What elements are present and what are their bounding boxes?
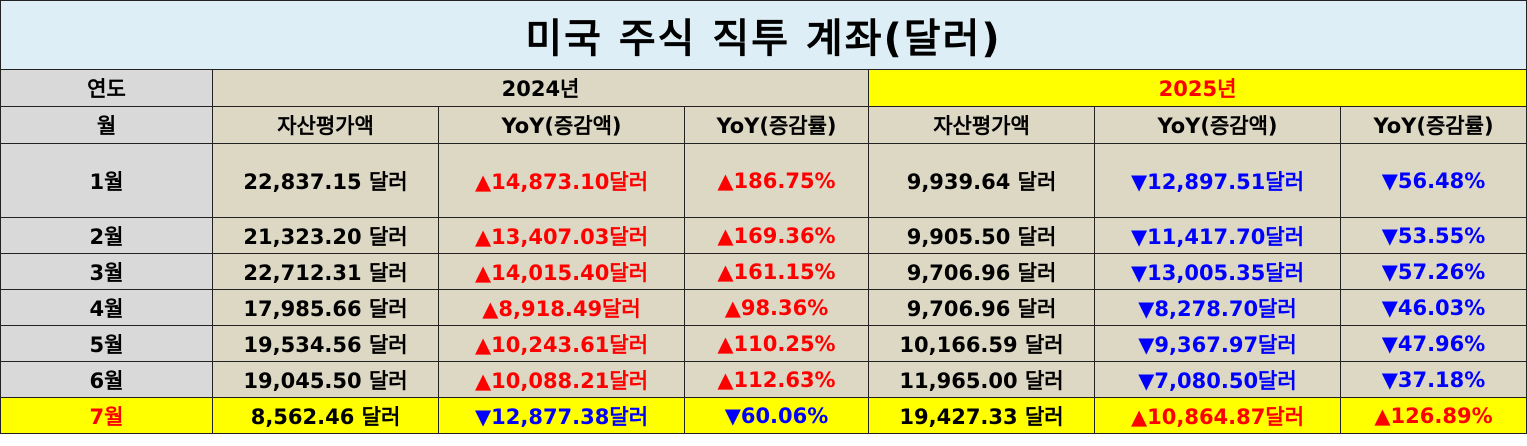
table-row: 5월 19,534.56 달러 ▲10,243.61달러 ▲110.25% 10…: [0, 325, 1527, 362]
asset-2025-cell: 9,905.50 달러: [868, 217, 1095, 254]
asset-2025-cell: 10,166.59 달러: [868, 325, 1095, 362]
yoy-amount-2025-cell: ▲10,864.87달러: [1094, 397, 1341, 434]
yoy-amount-2024-cell: ▲14,873.10달러: [438, 143, 685, 218]
month-cell: 2월: [0, 217, 213, 254]
year-2025-header: 2025년: [867, 69, 1527, 107]
yoy-rate-2025-cell: ▼56.48%: [1339, 143, 1527, 218]
asset-2024-cell: 17,985.66 달러: [212, 289, 439, 326]
asset-2025-cell: 9,706.96 달러: [868, 253, 1095, 290]
year-label: 연도: [0, 69, 213, 107]
yoy-amount-2024-cell: ▲13,407.03달러: [438, 217, 685, 254]
asset-2024-cell: 22,712.31 달러: [212, 253, 439, 290]
yoy-amount-2025-cell: ▼12,897.51달러: [1094, 143, 1341, 218]
yoy-rate-2024-cell: ▲110.25%: [684, 325, 869, 362]
yoy-rate-2025-cell: ▼47.96%: [1339, 325, 1527, 362]
month-label: 월: [0, 106, 213, 144]
month-cell: 6월: [0, 361, 213, 398]
asset-2025-cell: 9,706.96 달러: [868, 289, 1095, 326]
yoy-amount-2025-cell: ▼7,080.50달러: [1094, 361, 1341, 398]
col-yoy-rate-2024: YoY(증감률): [684, 106, 869, 144]
table-row: 2월 21,323.20 달러 ▲13,407.03달러 ▲169.36% 9,…: [0, 217, 1527, 254]
yoy-amount-2024-cell: ▲14,015.40달러: [438, 253, 685, 290]
yoy-rate-2025-cell: ▼53.55%: [1339, 217, 1527, 254]
month-cell: 1월: [0, 143, 213, 218]
asset-2024-cell: 19,534.56 달러: [212, 325, 439, 362]
asset-2025-cell: 19,427.33 달러: [868, 397, 1095, 434]
table-row: 1월 22,837.15 달러 ▲14,873.10달러 ▲186.75% 9,…: [0, 143, 1527, 218]
month-cell: 5월: [0, 325, 213, 362]
table-row-highlighted: 7월 8,562.46 달러 ▼12,877.38달러 ▼60.06% 19,4…: [0, 397, 1527, 434]
yoy-amount-2024-cell: ▲8,918.49달러: [438, 289, 685, 326]
asset-2025-cell: 9,939.64 달러: [868, 143, 1095, 218]
yoy-amount-2025-cell: ▼9,367.97달러: [1094, 325, 1341, 362]
asset-2024-cell: 21,323.20 달러: [212, 217, 439, 254]
yoy-rate-2024-cell: ▲112.63%: [684, 361, 869, 398]
yoy-amount-2024-cell: ▲10,088.21달러: [438, 361, 685, 398]
month-cell: 4월: [0, 289, 213, 326]
page-title: 미국 주식 직투 계좌(달러): [0, 0, 1527, 70]
table-row: 4월 17,985.66 달러 ▲8,918.49달러 ▲98.36% 9,70…: [0, 289, 1527, 326]
month-cell: 3월: [0, 253, 213, 290]
table-row: 3월 22,712.31 달러 ▲14,015.40달러 ▲161.15% 9,…: [0, 253, 1527, 290]
yoy-amount-2025-cell: ▼13,005.35달러: [1094, 253, 1341, 290]
yoy-amount-2024-cell: ▼12,877.38달러: [438, 397, 685, 434]
col-yoy-amount-2024: YoY(증감액): [438, 106, 685, 144]
yoy-rate-2025-cell: ▼46.03%: [1339, 289, 1527, 326]
yoy-rate-2024-cell: ▲98.36%: [684, 289, 869, 326]
asset-2024-cell: 22,837.15 달러: [212, 143, 439, 218]
yoy-rate-2024-cell: ▲161.15%: [684, 253, 869, 290]
asset-2024-cell: 8,562.46 달러: [212, 397, 439, 434]
yoy-rate-2025-cell: ▲126.89%: [1339, 397, 1527, 434]
asset-2025-cell: 11,965.00 달러: [868, 361, 1095, 398]
yoy-amount-2024-cell: ▲10,243.61달러: [438, 325, 685, 362]
yoy-rate-2025-cell: ▼57.26%: [1339, 253, 1527, 290]
yoy-rate-2024-cell: ▲186.75%: [684, 143, 869, 218]
yoy-rate-2025-cell: ▼37.18%: [1339, 361, 1527, 398]
yoy-amount-2025-cell: ▼11,417.70달러: [1094, 217, 1341, 254]
yoy-amount-2025-cell: ▼8,278.70달러: [1094, 289, 1341, 326]
year-2024-header: 2024년: [212, 69, 869, 107]
yoy-rate-2024-cell: ▼60.06%: [684, 397, 869, 434]
col-asset-2024: 자산평가액: [212, 106, 439, 144]
col-yoy-amount-2025: YoY(증감액): [1094, 106, 1341, 144]
month-cell: 7월: [0, 397, 213, 434]
asset-2024-cell: 19,045.50 달러: [212, 361, 439, 398]
account-table: 미국 주식 직투 계좌(달러) 연도 2024년 2025년 월 자산평가액 Y…: [0, 0, 1527, 434]
yoy-rate-2024-cell: ▲169.36%: [684, 217, 869, 254]
col-yoy-rate-2025: YoY(증감률): [1339, 106, 1527, 144]
col-asset-2025: 자산평가액: [868, 106, 1095, 144]
table-row: 6월 19,045.50 달러 ▲10,088.21달러 ▲112.63% 11…: [0, 361, 1527, 398]
